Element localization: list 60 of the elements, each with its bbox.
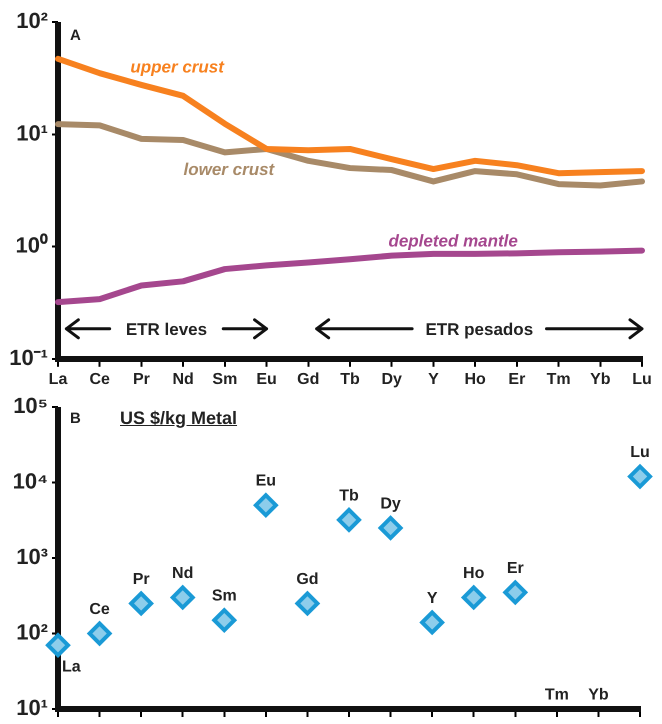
category-label: Er <box>506 560 524 577</box>
point <box>628 464 652 489</box>
point <box>337 508 361 532</box>
point <box>212 608 236 632</box>
point <box>254 493 278 518</box>
point <box>129 591 154 616</box>
y-tick-label: 10⁻¹ <box>9 344 48 370</box>
category-label: Gd <box>296 570 319 588</box>
x-tick-label: Er <box>508 370 526 388</box>
x-tick-label: Yb <box>590 370 611 388</box>
point <box>170 585 195 610</box>
category-label: Ho <box>463 564 484 582</box>
category-label: Lu <box>630 444 650 461</box>
annotation: ETR leves <box>126 320 208 339</box>
category-label: Ce <box>89 600 110 618</box>
annotation: A <box>70 27 81 44</box>
category-label: Yb <box>588 686 609 704</box>
chart-title: US $/kg Metal <box>120 408 238 429</box>
category-label: Tm <box>544 686 569 704</box>
x-tick-label: Ce <box>89 370 110 388</box>
x-tick-label: Tm <box>546 370 571 388</box>
category-label: La <box>62 658 81 676</box>
category-label: Y <box>426 590 438 607</box>
x-tick-label: Nd <box>172 370 194 388</box>
annotation: ETR pesados <box>425 320 534 339</box>
y-tick-label: 10⁴ <box>12 468 48 494</box>
y-tick-label: 10⁰ <box>16 232 48 258</box>
x-tick-label: Ho <box>464 370 486 388</box>
y-tick-label: 10¹ <box>16 695 48 720</box>
series-label: depleted mantle <box>388 232 518 251</box>
annotation: B <box>70 410 81 428</box>
y-tick-label: 10² <box>16 8 48 34</box>
x-tick-label: Eu <box>256 370 277 388</box>
y-tick-label: 10³ <box>16 544 48 570</box>
x-tick-label: Pr <box>132 370 150 388</box>
x-tick-label: Sm <box>212 370 238 388</box>
x-tick-label: La <box>48 370 68 388</box>
series-label: lower crust <box>184 160 276 180</box>
category-label: Tb <box>339 487 359 504</box>
x-tick-label: Tb <box>340 370 360 388</box>
point <box>420 610 444 634</box>
point <box>503 580 528 604</box>
x-tick-label: Dy <box>381 370 402 388</box>
category-label: Dy <box>380 495 401 512</box>
point <box>46 633 70 658</box>
category-label: Nd <box>172 564 194 582</box>
x-tick-label: Lu <box>632 370 652 388</box>
point <box>462 585 486 610</box>
category-label: Eu <box>256 472 276 490</box>
y-tick-label: 10⁵ <box>13 393 48 418</box>
point <box>88 622 112 646</box>
y-tick-label: 10² <box>16 620 48 645</box>
y-tick-label: 10¹ <box>16 120 48 146</box>
category-label: Pr <box>132 570 150 588</box>
x-tick-label: Y <box>428 370 440 388</box>
point <box>295 591 320 616</box>
category-label: Sm <box>212 588 237 605</box>
x-tick-label: Gd <box>297 370 320 388</box>
point <box>378 516 403 540</box>
series-label: upper crust <box>130 58 226 77</box>
